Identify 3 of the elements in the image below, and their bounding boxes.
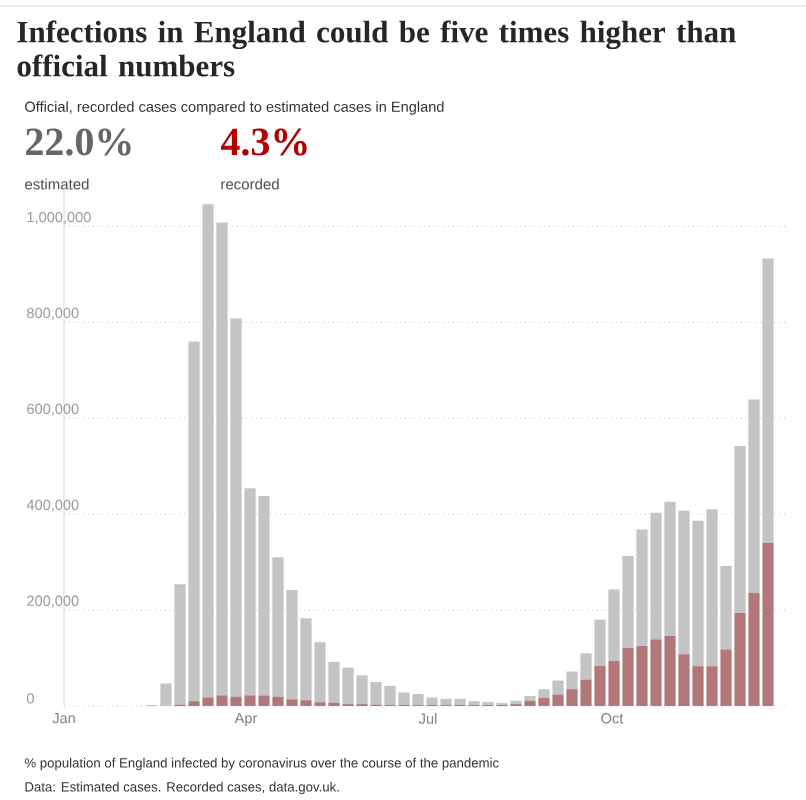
text: 4.3% <box>220 128 307 156</box>
chart-title: Infections in England could be five times higher than official numbers <box>17 20 736 77</box>
text: 22.0% <box>26 128 131 156</box>
